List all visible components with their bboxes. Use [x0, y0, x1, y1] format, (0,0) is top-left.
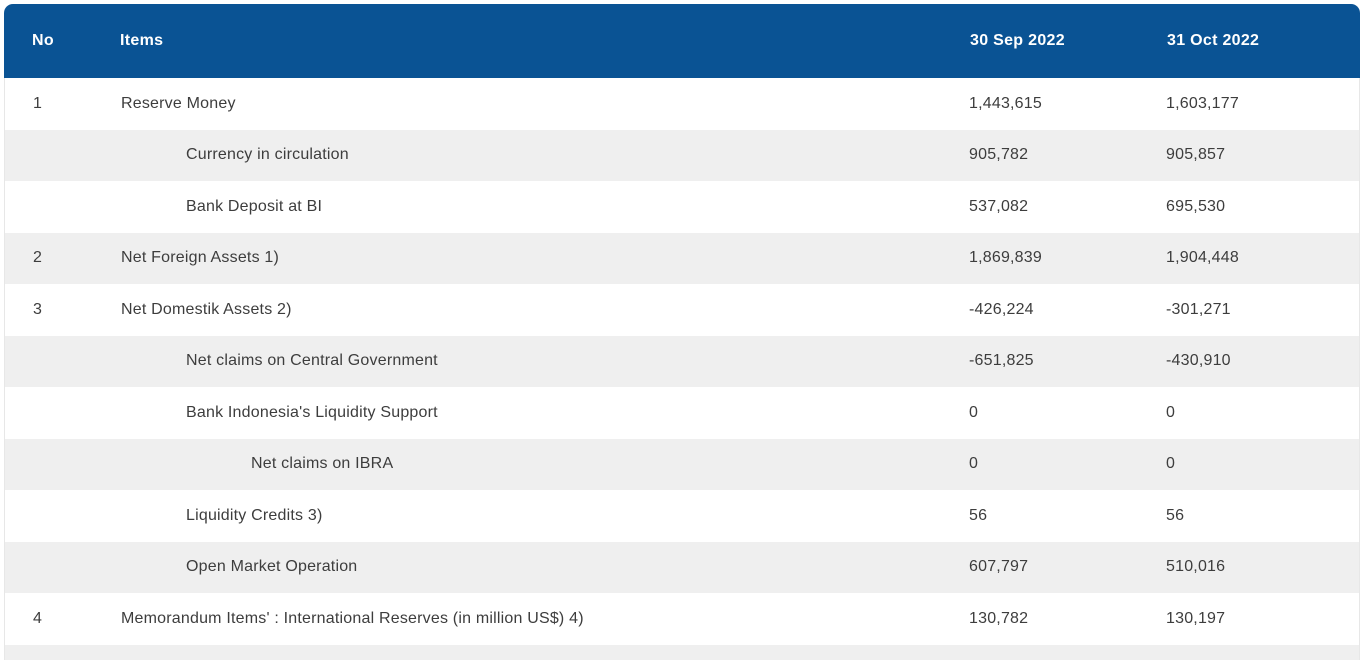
row-value-sep-2022: 905,782: [969, 146, 1029, 164]
row-number: 3: [33, 300, 43, 318]
row-value-oct-2022: 0: [1166, 403, 1176, 421]
row-item-label: Net Foreign Assets 1): [121, 249, 280, 267]
row-value-sep-2022: 1,443,615: [969, 94, 1042, 112]
table-row: Liquidity Credits 3) 56 56: [5, 490, 1359, 542]
table-row: 4 Memorandum Items' : International Reser…: [5, 593, 1359, 645]
row-item-label: Bank Deposit at BI: [186, 197, 323, 215]
row-item-label: Memorandum Items' : International Reserv…: [121, 609, 584, 627]
column-header-oct-2022: 31 Oct 2022: [1167, 32, 1260, 49]
row-value-oct-2022: 695,530: [1166, 197, 1226, 215]
table-row: 3 Net Domestik Assets 2) -426,224 -301,271: [5, 284, 1359, 336]
row-value-oct-2022: 0: [1166, 455, 1176, 473]
row-value-sep-2022: 537,082: [969, 197, 1029, 215]
row-item-label: Net Domestik Assets 2): [121, 300, 292, 318]
row-value-oct-2022: 510,016: [1166, 558, 1226, 576]
table-header-row: No Items 30 Sep 2022 31 Oct 2022: [4, 4, 1360, 78]
table-row: Bank Deposit at BI 537,082 695,530: [5, 181, 1359, 233]
row-number: 1: [33, 94, 43, 112]
table-body: 1 Reserve Money 1,443,615 1,603,177 Currency…: [4, 78, 1360, 660]
row-value-sep-2022: 0: [969, 403, 979, 421]
table-row: Net claims on IBRA 0 0: [5, 438, 1359, 490]
monetary-statistics-table: No Items 30 Sep 2022 31 Oct 2022 1 Reserv…: [4, 4, 1360, 660]
row-value-sep-2022: 607,797: [969, 558, 1029, 576]
table-row: 1 Reserve Money 1,443,615 1,603,177: [5, 78, 1359, 130]
row-value-sep-2022: 0: [969, 455, 979, 473]
row-item-label: Currency in circulation: [186, 146, 349, 164]
row-item-label: Reserve Money: [121, 94, 236, 112]
row-item-label: Net claims on IBRA: [251, 455, 394, 473]
row-number: 4: [33, 609, 43, 627]
row-value-oct-2022: 1,904,448: [1166, 249, 1239, 267]
table-row: Bank Indonesia's Liquidity Support 0 0: [5, 387, 1359, 439]
table-row: Open Market Operation 607,797 510,016: [5, 541, 1359, 593]
table-row: Currency in circulation 905,782 905,857: [5, 129, 1359, 181]
row-value-sep-2022: -426,224: [969, 300, 1034, 318]
column-header-no: No: [32, 32, 54, 49]
row-value-oct-2022: 1,603,177: [1166, 94, 1239, 112]
row-value-sep-2022: 56: [969, 506, 988, 524]
row-item-label: Net claims on Central Government: [186, 352, 438, 370]
row-value-oct-2022: 905,857: [1166, 146, 1226, 164]
row-item-label: Bank Indonesia's Liquidity Support: [186, 403, 438, 421]
column-header-sep-2022: 30 Sep 2022: [970, 32, 1065, 49]
row-value-sep-2022: 1,869,839: [969, 249, 1042, 267]
column-header-items: Items: [120, 32, 164, 49]
row-value-oct-2022: 56: [1166, 506, 1185, 524]
row-number: 2: [33, 249, 43, 267]
table-row: 2 Net Foreign Assets 1) 1,869,839 1,904,448: [5, 232, 1359, 284]
row-value-oct-2022: -430,910: [1166, 352, 1231, 370]
row-item-label: Liquidity Credits 3): [186, 506, 323, 524]
row-value-sep-2022: -651,825: [969, 352, 1034, 370]
table-row: Net claims on Central Government -651,825…: [5, 335, 1359, 387]
row-value-oct-2022: -301,271: [1166, 300, 1231, 318]
row-value-sep-2022: 130,782: [969, 609, 1029, 627]
table-row-partial: [5, 644, 1359, 660]
row-value-oct-2022: 130,197: [1166, 609, 1226, 627]
row-item-label: Open Market Operation: [186, 558, 358, 576]
